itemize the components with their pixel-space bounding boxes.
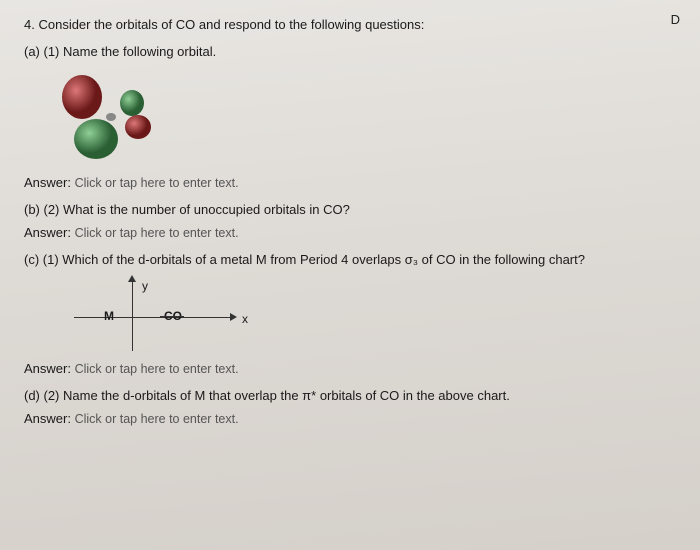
question-main: 4. Consider the orbitals of CO and respo… — [24, 16, 676, 34]
x-axis-line — [74, 317, 234, 318]
part-c-label: (c) (1) Which of the d-orbitals of a met… — [24, 252, 676, 267]
answer-b-input[interactable]: Click or tap here to enter text. — [75, 226, 239, 240]
x-arrow-icon — [230, 313, 237, 321]
corner-label: D — [671, 12, 680, 27]
answer-label: Answer: — [24, 361, 71, 376]
orbital-image — [54, 67, 164, 167]
question-text: Consider the orbitals of CO and respond … — [38, 17, 424, 32]
y-label: y — [142, 279, 148, 293]
answer-label: Answer: — [24, 225, 71, 240]
x-label: x — [242, 312, 248, 326]
answer-label: Answer: — [24, 411, 71, 426]
part-a-label: (a) (1) Name the following orbital. — [24, 44, 676, 59]
answer-d: Answer: Click or tap here to enter text. — [24, 411, 676, 426]
answer-c: Answer: Click or tap here to enter text. — [24, 361, 676, 376]
answer-label: Answer: — [24, 175, 71, 190]
m-label: M — [104, 309, 114, 323]
axis-diagram: y x M CO — [74, 275, 254, 355]
answer-a-input[interactable]: Click or tap here to enter text. — [75, 176, 239, 190]
y-arrow-icon — [128, 275, 136, 282]
co-strikethrough — [160, 316, 184, 317]
part-d-label: (d) (2) Name the d-orbitals of M that ov… — [24, 388, 676, 403]
answer-a: Answer: Click or tap here to enter text. — [24, 175, 676, 190]
answer-b: Answer: Click or tap here to enter text. — [24, 225, 676, 240]
part-b-label: (b) (2) What is the number of unoccupied… — [24, 202, 676, 217]
question-number: 4. — [24, 17, 35, 32]
answer-c-input[interactable]: Click or tap here to enter text. — [75, 362, 239, 376]
y-axis-line — [132, 279, 133, 351]
answer-d-input[interactable]: Click or tap here to enter text. — [75, 412, 239, 426]
